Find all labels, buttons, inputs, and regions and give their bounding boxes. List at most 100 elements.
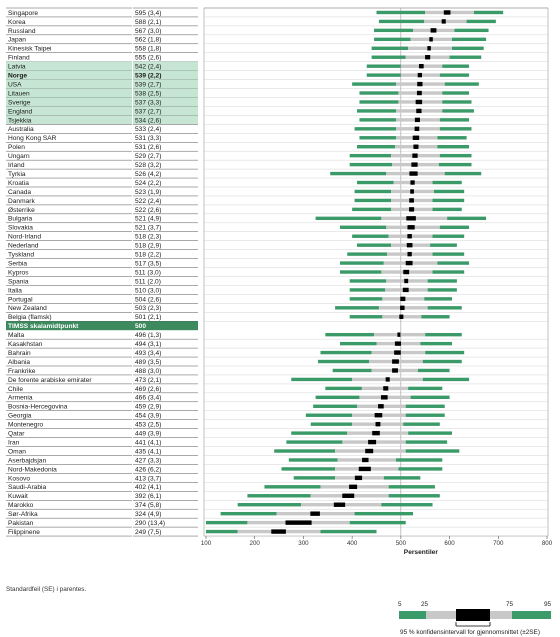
row-highlight-country [6, 106, 132, 116]
country-label: Pakistan [8, 520, 34, 527]
row-highlight-country [6, 88, 132, 98]
bar-p5-p25 [286, 440, 343, 444]
score-label: 473 (2,1) [135, 377, 161, 384]
mean-ci-mark [397, 332, 401, 337]
country-label: Slovakia [8, 225, 33, 232]
legend-ci-p75 [490, 611, 512, 619]
bar-p75-p95 [422, 359, 462, 364]
score-label: 374 (5,8) [135, 502, 161, 509]
score-label: 454 (3,9) [135, 413, 161, 420]
bar-p5-p25 [378, 19, 425, 24]
score-label: 402 (4,1) [135, 484, 161, 491]
mean-ci-mark [375, 421, 381, 427]
bar-p5-p25 [357, 243, 392, 247]
bar-p75-p95 [427, 279, 457, 283]
mean-ci-mark [406, 216, 416, 221]
bar-p5-p25 [366, 64, 401, 68]
legend-p75-p95 [512, 611, 551, 619]
bar-p5-p25 [315, 216, 382, 221]
bar-p75-p95 [439, 73, 470, 77]
bar-p75-p95 [432, 180, 462, 185]
score-label: 493 (3,4) [135, 350, 161, 357]
bar-p75-p95 [405, 440, 448, 444]
score-label: 488 (3,0) [135, 368, 161, 375]
bar-p5-p25 [374, 37, 411, 42]
bar-p75-p95 [398, 467, 443, 471]
score-label: 510 (3,0) [135, 287, 161, 294]
row-highlight-score [133, 79, 198, 89]
mean-ci-mark [392, 368, 398, 373]
bar-p5-p25 [349, 297, 383, 301]
bar-p75-p95 [439, 153, 472, 158]
score-label: 503 (2,3) [135, 305, 161, 312]
bar-p75-p95 [405, 449, 460, 453]
bar-p5-p25 [354, 198, 392, 203]
score-label: 511 (3,0) [135, 269, 161, 276]
country-label: Malta [8, 332, 24, 339]
bar-p75-p95 [432, 207, 462, 212]
row-highlight-country [6, 115, 132, 125]
legend-label-p25: 25 [421, 601, 429, 608]
row-highlight-country [6, 97, 132, 107]
bar-p5-p25 [357, 109, 396, 113]
bar-p75-p95 [437, 261, 470, 265]
score-label: 522 (2,4) [135, 198, 161, 205]
bar-p75-p95 [433, 189, 465, 194]
score-label: 523 (1,9) [135, 189, 161, 196]
bar-p75-p95 [432, 198, 465, 203]
bar-p75-p95 [408, 386, 443, 391]
country-label: Danmark [8, 198, 35, 205]
mean-ci-mark [413, 144, 419, 149]
score-label: 567 (3,0) [135, 28, 161, 35]
bar-p75-p95 [454, 28, 489, 33]
x-tick-label: 500 [396, 540, 407, 547]
bar-p75-p95 [417, 368, 450, 373]
country-label: Oman [8, 448, 26, 455]
bar-p5-p25 [352, 234, 389, 238]
mean-ci-mark [362, 457, 369, 463]
country-label: Sverige [8, 99, 31, 106]
country-label: New Zealand [8, 305, 47, 312]
mean-ci-mark [394, 341, 401, 346]
bar-p5-p25 [359, 118, 396, 122]
bar-p75-p95 [442, 109, 474, 113]
mean-ci-mark [443, 10, 451, 15]
bar-p75-p95 [424, 297, 453, 301]
country-label: Latvia [8, 64, 26, 71]
mean-ci-mark [406, 242, 413, 248]
bar-p75-p95 [408, 431, 453, 435]
score-label: 459 (2,9) [135, 404, 161, 411]
country-label: Irland [8, 162, 25, 169]
bar-p75-p95 [432, 252, 465, 256]
mean-ci-mark [417, 81, 423, 87]
mean-ci-mark [399, 314, 404, 319]
mean-ci-mark [407, 251, 412, 257]
country-label: Canada [8, 189, 31, 196]
x-tick-label: 100 [201, 540, 212, 547]
bar-p5-p25 [357, 145, 396, 149]
country-label: Georgia [8, 413, 32, 420]
row-highlight-score [133, 115, 198, 125]
bar-p5-p25 [237, 503, 301, 507]
bar-p75-p95 [432, 234, 465, 238]
bar-p75-p95 [403, 422, 440, 426]
bar-p75-p95 [427, 288, 457, 292]
bar-p5-p25 [206, 520, 248, 525]
row-highlight-score [133, 97, 198, 107]
country-label: USA [8, 81, 22, 88]
bar-p75-p95 [452, 37, 487, 42]
country-label: Frankrike [8, 368, 36, 375]
score-label: 494 (3,1) [135, 341, 161, 348]
mean-ci-mark [410, 180, 415, 185]
country-label: Kinesisk Taipei [8, 46, 52, 53]
legend-ci-label: 95 % konfidensintervall for gjennomsnitt… [400, 629, 540, 636]
bar-p5-p25 [281, 467, 336, 471]
bar-p5-p25 [320, 350, 372, 355]
mean-ci-mark [412, 153, 418, 158]
mean-ci-mark [441, 19, 446, 24]
mean-ci-mark [402, 287, 409, 293]
bar-p5-p25 [366, 73, 401, 77]
bar-p75-p95 [447, 216, 487, 221]
score-label: 489 (3,5) [135, 359, 161, 366]
country-label: Russland [8, 28, 36, 35]
